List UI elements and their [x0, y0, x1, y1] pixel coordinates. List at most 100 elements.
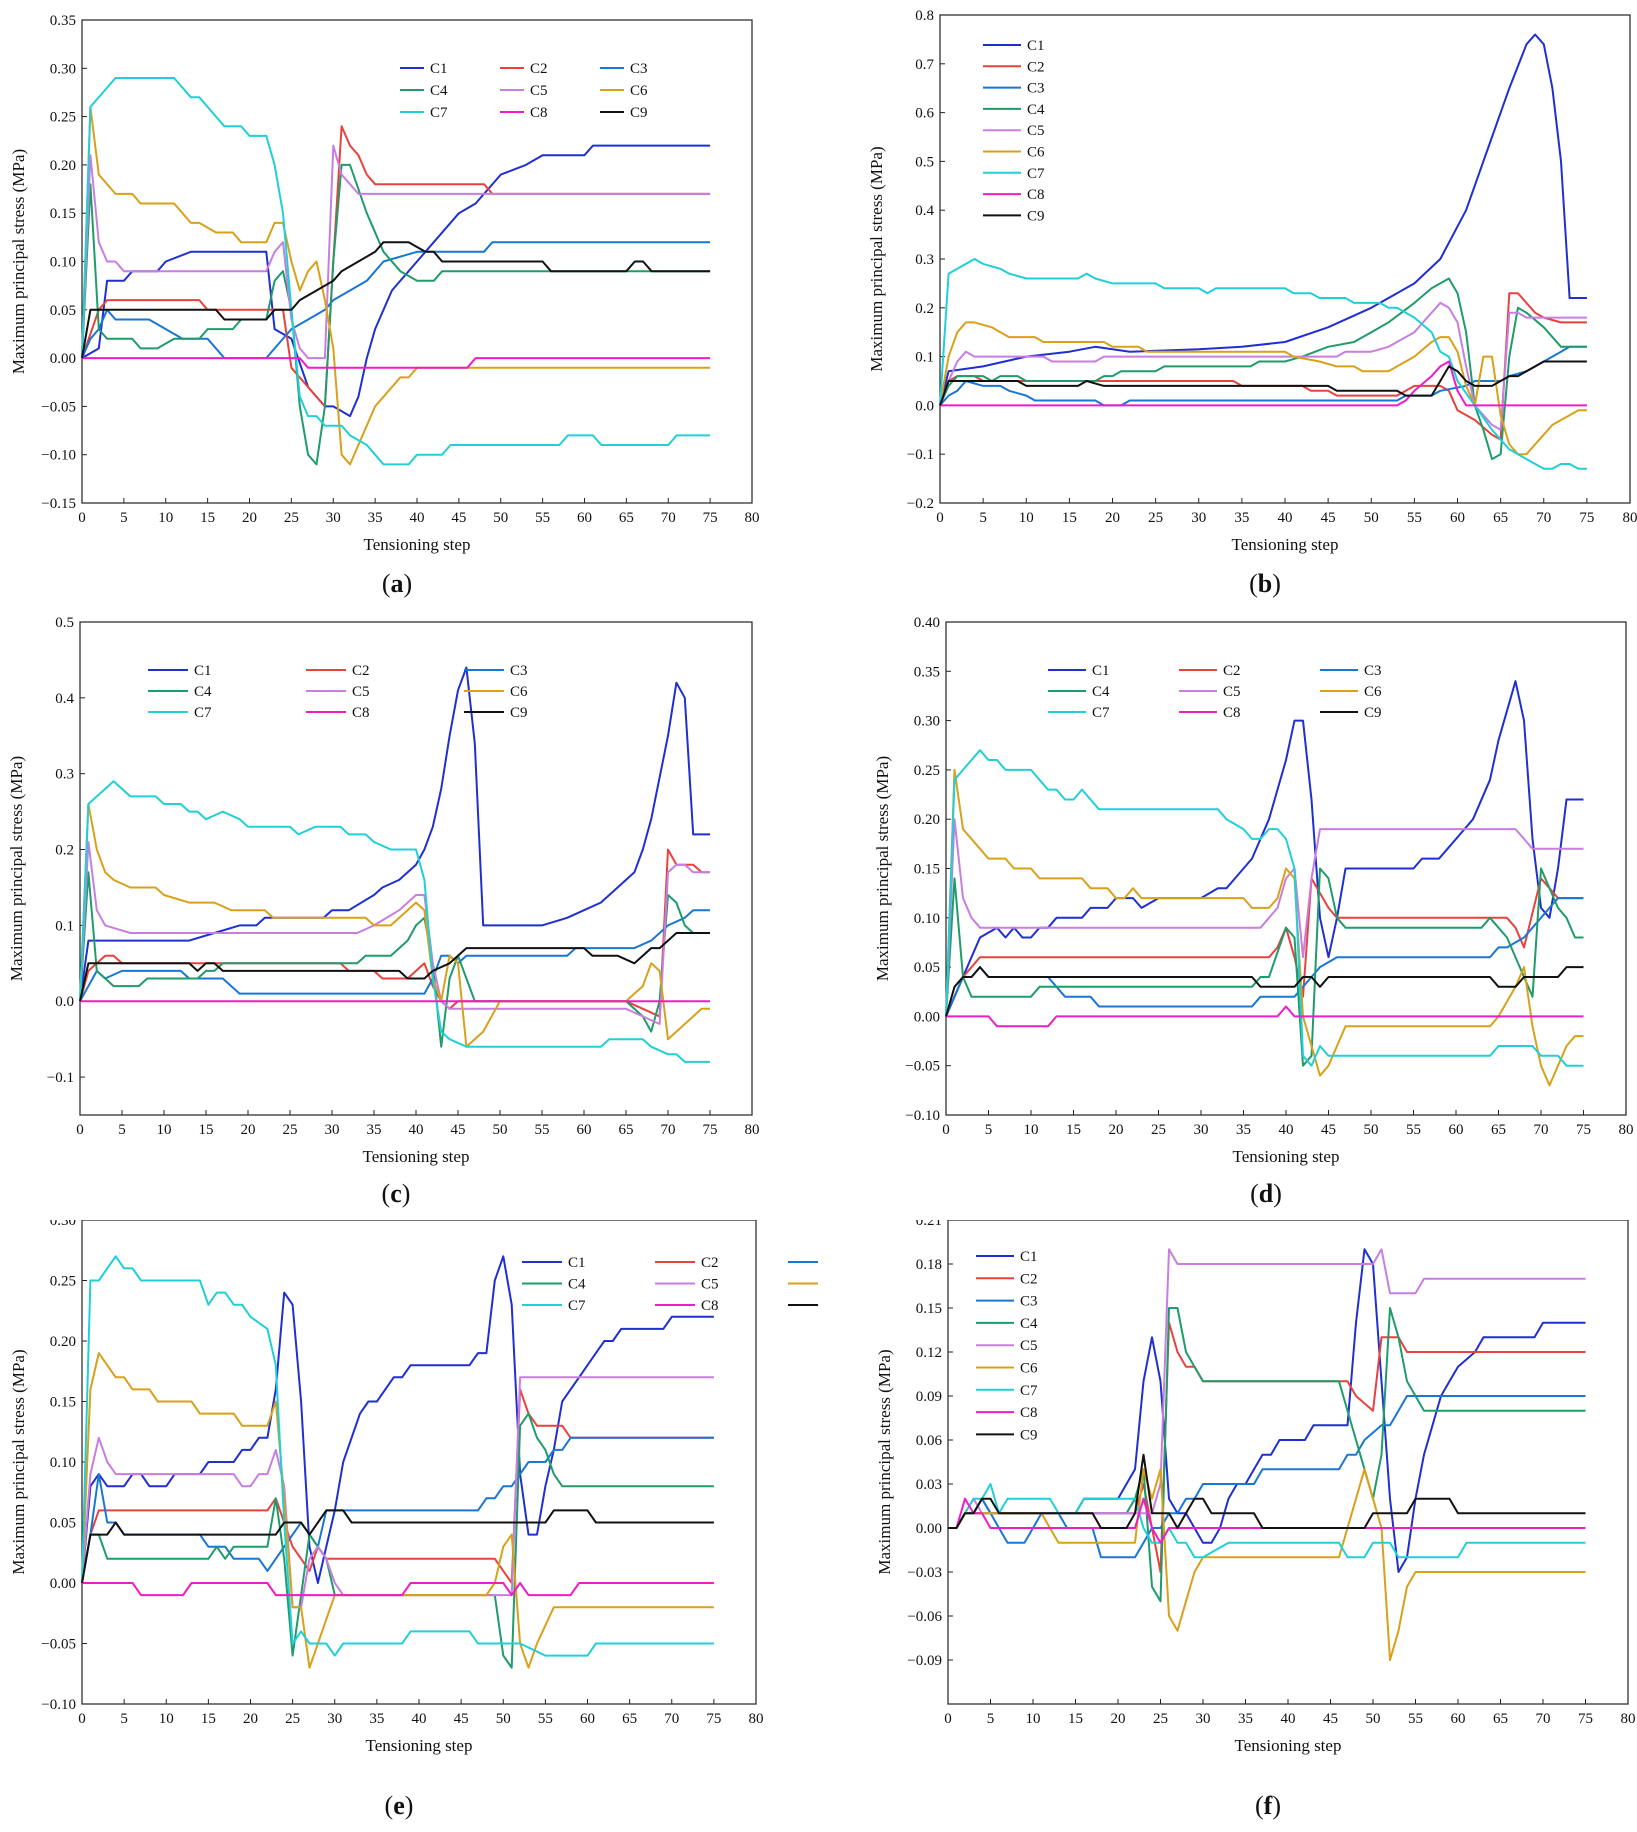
x-tick-label: 45 — [1323, 1711, 1338, 1727]
x-axis-title: Tensioning step — [364, 535, 471, 554]
x-tick-label: 75 — [703, 1122, 718, 1138]
legend-label-c8: C8 — [1223, 705, 1241, 721]
x-tick-label: 55 — [1406, 1122, 1421, 1138]
x-tick-label: 60 — [1451, 1711, 1466, 1727]
x-tick-label: 10 — [158, 510, 173, 526]
x-tick-label: 65 — [619, 510, 634, 526]
legend-label-c2: C2 — [1020, 1271, 1038, 1287]
x-tick-label: 75 — [706, 1711, 721, 1727]
x-tick-label: 0 — [78, 1711, 86, 1727]
chart-panel-c: 0 5 10 15 20 25 30 35 40 45 50 55 60 65 70 75 80 −0.1 0.0 0… — [7, 615, 760, 1208]
x-axis-title: Tensioning step — [366, 1736, 473, 1755]
series-line-c6 — [948, 1468, 1586, 1661]
x-tick-label: 30 — [1194, 1122, 1209, 1138]
legend-label-c6: C6 — [1027, 145, 1045, 161]
series-line-c5 — [948, 1248, 1586, 1529]
legend-label-c4: C4 — [1092, 684, 1110, 700]
panel-caption: (f) — [1255, 1791, 1281, 1820]
y-tick-label: 0.00 — [50, 351, 76, 367]
legend-label-c4: C4 — [194, 684, 212, 700]
y-tick-label: −0.10 — [41, 448, 76, 464]
legend-label-c9: C9 — [630, 105, 648, 121]
x-tick-label: 25 — [1148, 510, 1163, 526]
y-tick-label: 0.2 — [55, 843, 74, 859]
series-group — [81, 1255, 714, 1669]
x-tick-label: 25 — [1151, 1122, 1166, 1138]
series-line-c6 — [79, 803, 710, 1048]
legend-label-c5: C5 — [701, 1277, 719, 1293]
x-tick-label: 35 — [368, 510, 383, 526]
y-tick-label: 0.06 — [916, 1433, 943, 1449]
x-tick-label: 50 — [1364, 510, 1379, 526]
x-tick-label: 75 — [703, 510, 718, 526]
series-line-c7 — [948, 1483, 1586, 1559]
y-tick-label: 0.5 — [915, 154, 934, 170]
legend-label-c4: C4 — [430, 83, 448, 99]
x-tick-label: 5 — [118, 1122, 126, 1138]
x-tick-label: 45 — [451, 1122, 466, 1138]
x-axis-title: Tensioning step — [1232, 535, 1339, 554]
legend-label-c4: C4 — [1027, 102, 1045, 118]
y-tick-label: 0.15 — [916, 1301, 942, 1317]
x-tick-label: 65 — [1493, 1711, 1508, 1727]
x-tick-label: 60 — [577, 510, 592, 526]
series-line-c4 — [81, 1412, 714, 1669]
panel-caption: (d) — [1250, 1179, 1282, 1208]
y-tick-label: 0.09 — [916, 1389, 942, 1405]
legend-label-c6: C6 — [1020, 1361, 1038, 1377]
x-tick-label: 5 — [120, 1711, 128, 1727]
y-tick-label: −0.2 — [907, 496, 934, 512]
legend-label-c1: C1 — [430, 61, 448, 77]
x-tick-label: 5 — [120, 510, 128, 526]
legend-label-c6: C6 — [630, 83, 648, 99]
y-tick-label: 0.2 — [915, 301, 934, 317]
legend-label-c9: C9 — [1020, 1427, 1038, 1443]
legend-label-c3: C3 — [630, 61, 648, 77]
legend-label-c5: C5 — [352, 684, 370, 700]
x-tick-label: 70 — [661, 1122, 676, 1138]
x-tick-label: 15 — [200, 510, 215, 526]
series-line-c7 — [939, 258, 1587, 470]
y-tick-label: 0.00 — [914, 1009, 940, 1025]
series-group — [81, 77, 711, 466]
x-tick-label: 65 — [1491, 1122, 1506, 1138]
x-tick-label: 10 — [1019, 510, 1034, 526]
series-line-c9 — [939, 360, 1587, 406]
y-tick-label: −0.05 — [41, 399, 76, 415]
x-tick-label: 40 — [410, 510, 425, 526]
legend-label-c3: C3 — [1364, 663, 1382, 679]
series-line-c6 — [945, 768, 1584, 1087]
plot-frame — [947, 1220, 1629, 1705]
x-tick-label: 70 — [1536, 1711, 1551, 1727]
series-line-c8 — [82, 1582, 714, 1597]
y-tick-label: 0.5 — [55, 615, 74, 631]
legend-label-c8: C8 — [530, 105, 548, 121]
y-tick-label: 0.35 — [914, 664, 940, 680]
legend-label-c7: C7 — [1092, 705, 1110, 721]
legend-label-c7: C7 — [568, 1298, 586, 1314]
y-tick-label: 0.30 — [914, 714, 940, 730]
y-tick-label: 0.20 — [50, 158, 76, 174]
legend-label-c8: C8 — [1020, 1405, 1038, 1421]
y-tick-label: 0.8 — [915, 8, 934, 24]
x-tick-label: 75 — [1579, 510, 1594, 526]
x-tick-label: 35 — [1234, 510, 1249, 526]
y-tick-label: 0.10 — [50, 1455, 76, 1471]
y-axis-title: Maximum principal stress (MPa) — [9, 149, 28, 374]
series-line-c6 — [939, 321, 1587, 456]
series-line-c5 — [81, 1376, 714, 1609]
legend: C1 C2 C3 C4 C5 C6 C7 C8 C9 — [1048, 663, 1382, 721]
series-line-c8 — [82, 357, 711, 369]
y-tick-label: 0.0 — [55, 994, 74, 1010]
x-tick-label: 55 — [535, 1122, 550, 1138]
panel-caption: (c) — [382, 1179, 411, 1208]
y-tick-label: 0.15 — [50, 1395, 76, 1411]
legend-label-c2: C2 — [1223, 663, 1241, 679]
y-tick-label: 0.25 — [914, 763, 940, 779]
legend-label-c1: C1 — [1020, 1249, 1038, 1265]
x-tick-label: 50 — [493, 510, 508, 526]
y-tick-label: 0.40 — [914, 615, 940, 631]
legend-label-c2: C2 — [530, 61, 548, 77]
x-tick-label: 40 — [412, 1711, 427, 1727]
chart-panel-d: 0 5 10 15 20 25 30 35 40 45 50 55 60 65 70 75 80 −0.10 −0.… — [873, 615, 1634, 1208]
